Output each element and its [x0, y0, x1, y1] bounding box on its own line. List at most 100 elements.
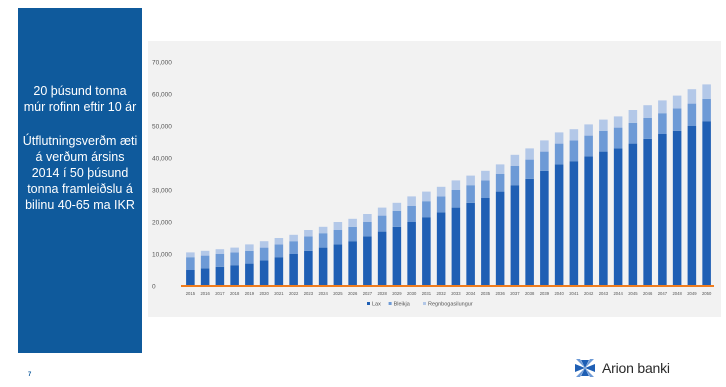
bar-segment — [495, 164, 505, 174]
bar-segment — [304, 230, 313, 237]
bar-segment — [392, 226, 402, 286]
y-tick-label: 30,000 — [152, 188, 172, 195]
bar-segment — [245, 263, 254, 286]
bar-segment — [451, 190, 461, 208]
bar-segment — [333, 222, 343, 230]
bar-segment — [259, 247, 269, 261]
bar-segment — [481, 170, 490, 181]
bar-segment — [259, 241, 269, 248]
bar-segment — [259, 260, 269, 286]
bar-segment — [613, 148, 623, 286]
bar-segment — [215, 266, 225, 286]
bar-segment — [702, 84, 711, 99]
bar-segment — [510, 166, 520, 186]
bar-segment — [569, 129, 579, 141]
bar-segment — [245, 244, 254, 251]
bar-segment — [672, 130, 682, 286]
bar-segment — [540, 151, 549, 171]
x-tick-label: 2020 — [259, 291, 269, 296]
bar-segment — [348, 241, 357, 286]
bar-segment — [628, 122, 638, 144]
legend-label: Bleikja — [394, 302, 411, 308]
bar-segment — [348, 218, 357, 227]
brand-name: Arion banki — [602, 360, 670, 376]
x-tick-label: 2030 — [407, 291, 417, 296]
bar-segment — [200, 268, 210, 286]
bar-segment — [554, 143, 564, 165]
x-tick-label: 2039 — [540, 291, 550, 296]
bar-segment — [569, 161, 579, 286]
bar-segment — [540, 140, 549, 152]
bar-segment — [289, 234, 298, 242]
bar-segment — [230, 265, 239, 286]
bar-segment — [377, 231, 387, 286]
y-tick-label: 10,000 — [152, 252, 172, 259]
bar-segment — [643, 118, 652, 139]
y-tick-label: 50,000 — [152, 124, 172, 131]
arion-logo-icon — [575, 359, 595, 377]
x-tick-label: 2017 — [215, 291, 225, 296]
x-tick-label: 2033 — [451, 291, 461, 296]
y-tick-label: 70,000 — [152, 60, 172, 67]
legend-label: Lax — [372, 302, 381, 308]
bar-segment — [407, 206, 416, 222]
bar-segment — [422, 191, 431, 202]
y-tick-label: 0 — [152, 284, 156, 291]
x-tick-label: 2047 — [658, 291, 668, 296]
bar-segment — [436, 196, 446, 213]
x-tick-label: 2031 — [422, 291, 432, 296]
bar-segment — [584, 135, 593, 157]
bar-segment — [510, 154, 520, 166]
bar-segment — [687, 126, 697, 286]
bar-segment — [687, 103, 697, 126]
x-tick-label: 2045 — [628, 291, 638, 296]
bar-segment — [628, 143, 638, 286]
x-tick-label: 2042 — [584, 291, 594, 296]
bar-segment — [672, 108, 682, 131]
bar-segment — [658, 134, 667, 286]
y-tick-label: 60,000 — [152, 92, 172, 99]
x-tick-label: 2038 — [525, 291, 535, 296]
bar-segment — [525, 148, 534, 160]
bar-segment — [451, 207, 461, 286]
x-tick-label: 2048 — [672, 291, 682, 296]
x-tick-label: 2044 — [613, 291, 623, 296]
x-tick-label: 2028 — [377, 291, 387, 296]
bar-segment — [658, 113, 667, 134]
bar-segment — [333, 244, 343, 286]
bar-segment — [451, 180, 461, 190]
bar-segment — [702, 121, 711, 286]
bar-segment — [658, 100, 667, 114]
bar-segment — [584, 124, 593, 136]
legend-swatch — [367, 302, 370, 305]
x-tick-label: 2029 — [392, 291, 402, 296]
x-tick-label: 2025 — [333, 291, 343, 296]
x-tick-label: 2041 — [569, 291, 579, 296]
bar-segment — [333, 230, 343, 245]
bar-segment — [318, 233, 328, 248]
x-tick-label: 2050 — [702, 291, 712, 296]
x-tick-label: 2023 — [304, 291, 314, 296]
x-tick-label: 2046 — [643, 291, 653, 296]
x-tick-label: 2043 — [599, 291, 609, 296]
x-tick-label: 2032 — [436, 291, 446, 296]
bar-segment — [200, 250, 210, 256]
bar-segment — [481, 198, 490, 286]
bar-segment — [377, 215, 387, 232]
bar-segment — [466, 185, 475, 203]
x-tick-label: 2026 — [348, 291, 358, 296]
bar-segment — [495, 174, 505, 192]
bar-segment — [599, 130, 608, 152]
bar-segment — [584, 156, 593, 286]
headline-text: 20 þúsund tonna múr rofinn eftir 10 ár — [23, 84, 137, 114]
page-number: 7 — [28, 372, 32, 378]
x-tick-label: 2018 — [230, 291, 240, 296]
bar-segment — [407, 222, 416, 286]
brand-logo: Arion banki — [572, 358, 670, 378]
bar-segment — [643, 138, 652, 286]
bar-segment — [554, 164, 564, 286]
bar-segment — [510, 185, 520, 286]
legend-swatch — [388, 302, 392, 305]
x-tick-label: 2040 — [554, 291, 564, 296]
export-value-text: Útflutningsverðm æti á verðum ársins 201… — [22, 134, 138, 212]
